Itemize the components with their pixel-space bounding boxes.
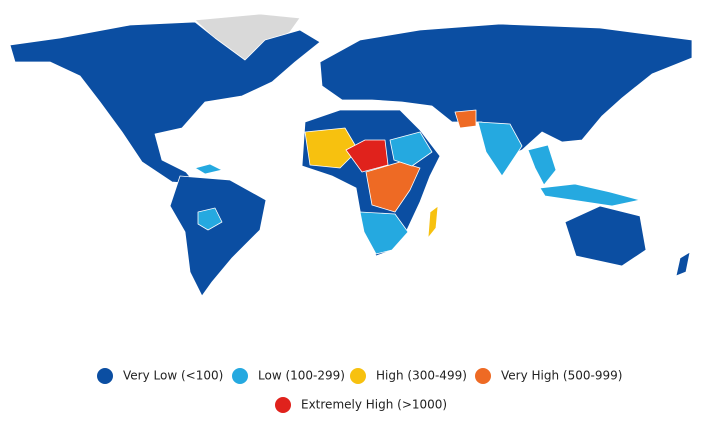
world-map [9,13,693,297]
legend-label: Very Low (<100) [123,369,223,383]
eurasia [319,23,693,161]
southern-africa [359,211,409,255]
legend-label: Very High (500-999) [501,369,622,383]
legend-swatch [232,368,248,384]
caribbean [194,163,223,175]
legend-label: Extremely High (>1000) [301,398,447,412]
madagascar [427,205,439,239]
bolivia [197,207,223,231]
legend-label: High (300-499) [376,369,467,383]
sahel [304,127,359,169]
indonesia [539,183,641,207]
east-africa [389,131,433,167]
legend-swatch [275,397,291,413]
south-asia [477,121,523,177]
legend-swatch [350,368,366,384]
australia [564,205,647,267]
legend-swatch [475,368,491,384]
north-america [9,21,321,185]
nigeria-chad [345,139,389,173]
legend-label: Low (100-299) [258,369,345,383]
south-america [169,175,267,297]
afghanistan [454,109,477,129]
southeast-asia [527,144,557,186]
legend: Very Low (<100) Low (100-299) High (300-49… [97,368,622,413]
legend-swatch [97,368,113,384]
new-zealand [675,251,691,277]
